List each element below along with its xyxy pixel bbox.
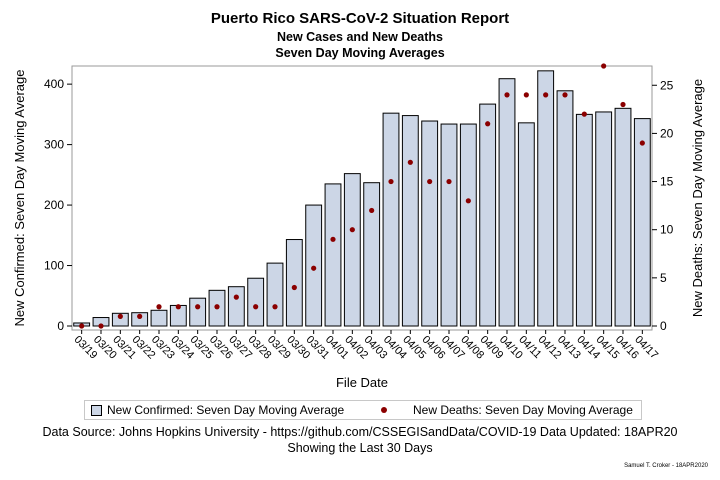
bar-new-cases xyxy=(498,78,516,327)
point-new-deaths xyxy=(79,323,85,329)
bar-new-cases xyxy=(227,286,245,327)
point-new-deaths xyxy=(195,304,201,310)
point-new-deaths xyxy=(214,304,220,310)
point-new-deaths xyxy=(253,304,259,310)
legend-label-cases: New Confirmed: Seven Day Moving Average xyxy=(107,403,345,417)
y2-tick-label: 5 xyxy=(660,271,667,285)
point-new-deaths xyxy=(388,178,394,185)
point-new-deaths xyxy=(465,198,471,204)
bar-new-cases xyxy=(537,70,555,327)
chart-title: Puerto Rico SARS-CoV-2 Situation Report xyxy=(210,10,510,27)
bar-new-cases xyxy=(440,123,458,327)
bar-new-cases xyxy=(517,122,535,327)
bar-new-cases xyxy=(575,113,593,327)
point-new-deaths xyxy=(369,207,375,214)
y2-tick-label: 20 xyxy=(660,126,674,140)
bar-new-cases xyxy=(401,115,419,327)
point-new-deaths xyxy=(581,111,587,117)
y2-tick-label: 0 xyxy=(660,319,667,333)
legend-swatch-cases xyxy=(91,405,102,416)
bar-new-cases xyxy=(189,297,207,327)
y2-tick-label: 25 xyxy=(660,78,674,92)
point-new-deaths xyxy=(485,121,491,127)
bar-new-cases xyxy=(343,173,361,327)
point-new-deaths xyxy=(272,304,278,310)
x-axis-title: File Date xyxy=(336,375,388,390)
y-tick-label: 0 xyxy=(57,319,64,333)
bar-new-cases xyxy=(247,277,265,327)
point-new-deaths xyxy=(639,140,645,146)
point-new-deaths xyxy=(427,178,433,185)
point-new-deaths xyxy=(117,313,123,319)
point-new-deaths xyxy=(349,227,355,233)
bar-new-cases xyxy=(131,312,149,327)
footnote-window: Showing the Last 30 Days xyxy=(287,441,433,455)
bar-new-cases xyxy=(305,204,323,327)
point-new-deaths xyxy=(137,313,143,319)
chart-legend: New Confirmed: Seven Day Moving Average … xyxy=(84,400,642,420)
y2-tick-label: 15 xyxy=(660,175,674,189)
bar-new-cases xyxy=(595,111,613,327)
point-new-deaths xyxy=(175,304,181,310)
footnote-source: Data Source: Johns Hopkins University - … xyxy=(42,425,678,439)
bar-new-cases xyxy=(556,90,574,327)
bar-new-cases xyxy=(285,239,303,327)
point-new-deaths xyxy=(620,101,626,108)
point-new-deaths xyxy=(291,284,297,291)
chart-plot: 0100200300400051015202503/1903/2003/2103… xyxy=(12,63,705,390)
y-tick-label: 200 xyxy=(44,198,64,212)
bar-new-cases xyxy=(266,262,284,327)
chart-subtitle-2: Seven Day Moving Averages xyxy=(275,46,445,60)
bar-new-cases xyxy=(150,309,168,327)
bar-new-cases xyxy=(324,183,342,327)
plot-frame xyxy=(71,65,653,331)
point-new-deaths xyxy=(407,159,413,165)
bar-new-cases xyxy=(382,112,400,327)
point-new-deaths xyxy=(543,92,549,98)
y-axis-title: New Confirmed: Seven Day Moving Average xyxy=(12,70,27,327)
bar-new-cases xyxy=(479,103,497,327)
legend-swatch-deaths xyxy=(381,407,387,413)
bar-new-cases xyxy=(111,312,129,327)
legend-label-deaths: New Deaths: Seven Day Moving Average xyxy=(413,403,633,417)
point-new-deaths xyxy=(601,63,607,69)
point-new-deaths xyxy=(98,323,104,329)
bar-new-cases xyxy=(633,118,651,327)
chart-subtitle-1: New Cases and New Deaths xyxy=(276,30,444,44)
point-new-deaths xyxy=(233,294,239,300)
bar-new-cases xyxy=(459,123,477,327)
point-new-deaths xyxy=(156,304,162,310)
y-tick-label: 100 xyxy=(44,259,64,273)
point-new-deaths xyxy=(311,265,317,271)
y-tick-label: 400 xyxy=(44,77,64,91)
point-new-deaths xyxy=(330,236,336,242)
point-new-deaths xyxy=(504,92,510,98)
bar-new-cases xyxy=(363,182,381,327)
author-credit: Samuel T. Croker - 18APR2020 xyxy=(624,463,708,469)
bar-new-cases xyxy=(421,120,439,327)
point-new-deaths xyxy=(523,92,529,98)
y-tick-label: 300 xyxy=(44,138,64,152)
bar-new-cases xyxy=(614,107,632,327)
y2-axis-title: New Deaths: Seven Day Moving Average xyxy=(690,79,705,317)
point-new-deaths xyxy=(562,92,568,98)
y2-tick-label: 10 xyxy=(660,223,674,237)
point-new-deaths xyxy=(446,178,452,185)
